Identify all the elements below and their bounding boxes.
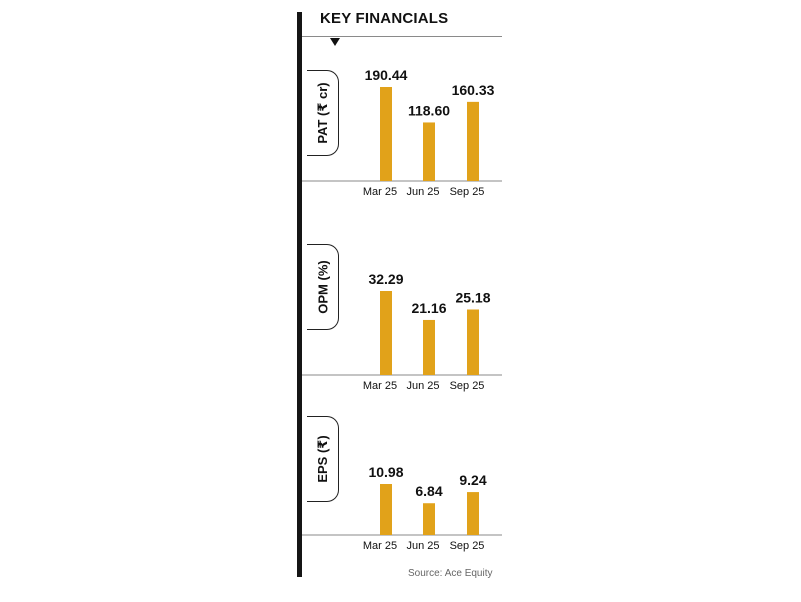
pat-bar-chart: 190.44 Mar 25 118.60 Jun 25 160.33 Sep 25 xyxy=(302,67,502,198)
pat-category-label-2: Sep 25 xyxy=(450,186,485,198)
eps-value-label-0: 10.98 xyxy=(368,464,403,480)
opm-bar-chart: 32.29 Mar 25 21.16 Jun 25 25.18 Sep 25 xyxy=(302,271,502,392)
pointer-triangle-icon xyxy=(330,38,340,46)
opm-category-label-0: Mar 25 xyxy=(363,380,397,392)
opm-value-label-2: 25.18 xyxy=(455,289,490,305)
opm-bar-0 xyxy=(380,291,392,375)
opm-category-label-2: Sep 25 xyxy=(450,380,485,392)
pat-bar-1 xyxy=(423,122,435,181)
opm-value-label-1: 21.16 xyxy=(411,300,446,316)
pat-value-label-1: 118.60 xyxy=(408,102,450,118)
pat-axis-label-pill: PAT (₹ cr) xyxy=(307,70,339,156)
opm-bar-2 xyxy=(467,309,479,375)
pat-category-label-0: Mar 25 xyxy=(363,186,397,198)
eps-bar-2 xyxy=(467,492,479,535)
opm-value-label-0: 32.29 xyxy=(368,271,403,287)
eps-category-label-1: Jun 25 xyxy=(406,540,439,552)
eps-bar-0 xyxy=(380,484,392,535)
eps-value-label-2: 9.24 xyxy=(459,472,486,488)
eps-value-label-1: 6.84 xyxy=(415,483,442,499)
title-divider xyxy=(302,36,502,37)
opm-category-label-1: Jun 25 xyxy=(406,380,439,392)
eps-axis-label-pill: EPS (₹) xyxy=(307,416,339,502)
chart-title: KEY FINANCIALS xyxy=(320,10,449,27)
pat-value-label-0: 190.44 xyxy=(365,67,408,83)
pat-bar-0 xyxy=(380,87,392,181)
eps-category-label-0: Mar 25 xyxy=(363,540,397,552)
eps-category-label-2: Sep 25 xyxy=(450,540,485,552)
eps-bar-chart: 10.98 Mar 25 6.84 Jun 25 9.24 Sep 25 xyxy=(302,464,502,552)
pat-value-label-2: 160.33 xyxy=(452,82,495,98)
source-note: Source: Ace Equity xyxy=(408,568,493,579)
eps-bar-1 xyxy=(423,503,435,535)
pat-category-label-1: Jun 25 xyxy=(406,186,439,198)
opm-bar-1 xyxy=(423,319,435,375)
pat-bar-2 xyxy=(467,101,479,181)
opm-axis-label-pill: OPM (%) xyxy=(307,244,339,330)
vertical-rule xyxy=(297,12,302,577)
